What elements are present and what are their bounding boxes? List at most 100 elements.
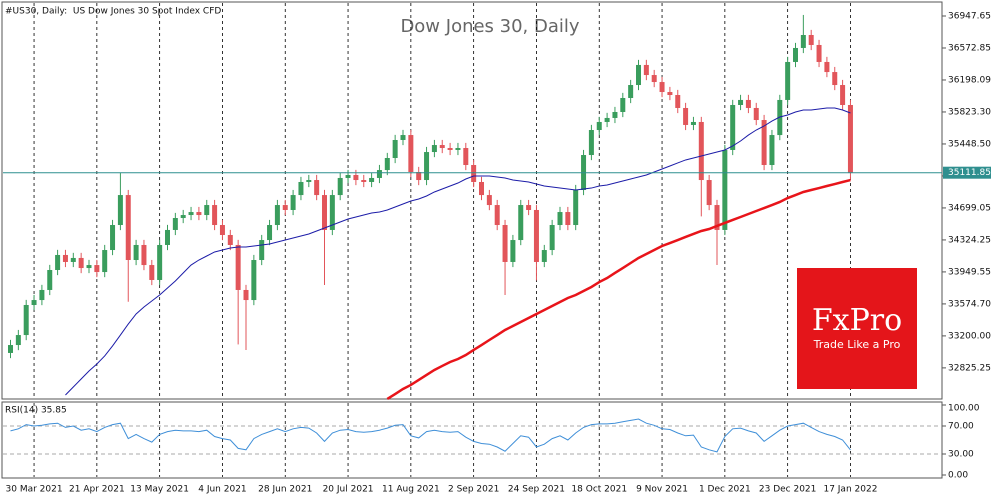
candle-body — [479, 181, 484, 196]
candle-body — [494, 205, 500, 226]
candle-body — [314, 180, 320, 196]
symbol-header: #US30, Daily: US Dow Jones 30 Spot Index… — [5, 7, 221, 17]
candle-body — [172, 218, 178, 230]
candle-body — [722, 149, 728, 230]
candle-body — [753, 107, 759, 121]
x-tick-label: 23 Dec 2021 — [759, 485, 817, 495]
candle-body — [824, 61, 830, 73]
x-tick-label: 9 Nov 2021 — [636, 485, 688, 495]
candle-body — [455, 148, 461, 150]
candle-body — [526, 205, 532, 210]
candle-body — [353, 174, 359, 181]
candle-body — [424, 152, 430, 181]
x-tick-label: 21 Apr 2021 — [69, 485, 125, 495]
logo-brand: FxPro — [812, 303, 902, 338]
candle-body — [596, 121, 602, 131]
candle-body — [23, 304, 29, 336]
candle-body — [267, 225, 273, 241]
candle-body — [39, 289, 45, 301]
candle-body — [369, 177, 375, 182]
candle-body — [698, 121, 704, 181]
x-tick-label: 20 Jul 2021 — [323, 485, 374, 495]
candle-body — [816, 44, 822, 62]
candle-body — [227, 234, 233, 245]
y-tick-label: 100.00 — [948, 404, 980, 414]
candle-body — [180, 215, 186, 219]
candle-body — [588, 130, 594, 156]
candle-body — [557, 212, 563, 226]
candle-body — [431, 145, 437, 153]
candle-body — [416, 172, 422, 181]
candle-body — [188, 212, 194, 216]
candle-body — [282, 205, 288, 210]
candle-body — [8, 345, 13, 353]
x-tick-label: 17 Jan 2022 — [823, 485, 877, 495]
candle-body — [337, 177, 343, 196]
x-tick-label: 24 Sep 2021 — [508, 485, 565, 495]
candle-body — [31, 300, 37, 305]
x-tick-label: 1 Dec 2021 — [699, 485, 751, 495]
candle-body — [345, 174, 351, 178]
candle-body — [785, 61, 791, 100]
candle-body — [463, 148, 469, 166]
candle-body — [306, 180, 312, 182]
y-tick-label: 33574.70 — [948, 299, 991, 309]
candle-body — [157, 244, 163, 280]
last-price-box — [943, 166, 991, 179]
candle-body — [259, 240, 265, 261]
candle-body — [510, 240, 516, 262]
moving-average — [386, 178, 851, 401]
candle-body — [769, 135, 775, 166]
candle-body — [541, 250, 547, 262]
candle-body — [78, 257, 84, 269]
candle-body — [322, 195, 327, 230]
candle-body — [690, 121, 696, 125]
candle-body — [730, 104, 736, 150]
candle-body — [70, 257, 76, 262]
y-tick-label: 34324.25 — [948, 235, 991, 245]
candle-body — [196, 212, 202, 216]
rsi-panel — [1, 401, 943, 479]
marks: 30 Mar 2021 21 Apr 2021 13 May 2021 4 Jun 2… — [3, 3, 991, 495]
candle-body — [683, 107, 689, 125]
candle-body — [361, 180, 367, 182]
candle-body — [636, 64, 641, 86]
candle-body — [651, 75, 657, 83]
y-tick-label: 36947.65 — [948, 11, 991, 21]
candle-body — [212, 205, 218, 226]
y-tick-label: 32825.25 — [948, 363, 991, 373]
candle-body — [447, 148, 453, 150]
candle-body — [604, 117, 610, 122]
y-tick-label: 34699.05 — [948, 203, 991, 213]
y-tick-label: 35448.50 — [948, 139, 991, 149]
candle-body — [471, 165, 477, 182]
candle-body — [486, 195, 492, 206]
candle-body — [165, 229, 170, 245]
candle-body — [110, 225, 116, 251]
candle-body — [219, 225, 225, 235]
candle-body — [643, 64, 649, 76]
candle-body — [376, 170, 382, 178]
candle-body — [565, 212, 571, 226]
candle-body — [533, 209, 539, 262]
rsi-label: RSI(14) 35.85 — [5, 406, 67, 416]
candle-body — [94, 265, 100, 273]
candle-body — [518, 205, 524, 241]
candle-body — [133, 244, 139, 261]
candle-body — [55, 254, 61, 270]
y-tick-label: 35823.30 — [948, 107, 991, 117]
candle-body — [628, 85, 634, 98]
candle-body — [573, 190, 579, 226]
candle-body — [659, 82, 665, 93]
candle-body — [549, 225, 555, 251]
candle-body — [243, 289, 249, 301]
candle-body — [117, 195, 123, 226]
candle-body — [384, 158, 390, 171]
y-tick-label: 70.00 — [948, 422, 974, 432]
y-tick-label: 33200.00 — [948, 331, 991, 341]
candle-body — [808, 34, 814, 45]
x-tick-label: 4 Jun 2021 — [198, 485, 246, 495]
candle-body — [761, 120, 767, 166]
y-tick-label: 33949.55 — [948, 267, 991, 277]
